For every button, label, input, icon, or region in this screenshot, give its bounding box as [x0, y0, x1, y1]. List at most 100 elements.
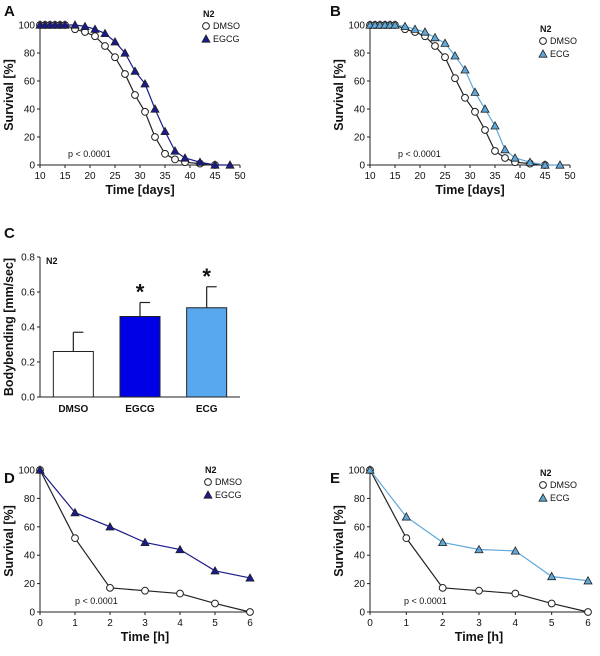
panel-a-series-dmso-line [40, 24, 216, 166]
panel-e-p-value: p < 0.0001 [404, 596, 447, 606]
panel-b-series-ecg-point [440, 38, 450, 47]
panel-c-y-axis-title: Bodybending [mm/sec] [2, 258, 16, 396]
panel-b-series-ecg-point [390, 20, 400, 29]
panel-b-legend-title: N2 [540, 24, 552, 34]
panel-b-x-tick-label: 45 [539, 171, 551, 182]
panel-a-legend-dmso-label: DMSO [213, 21, 240, 31]
panel-e-x-tick-label: 6 [585, 618, 591, 629]
panel-e-series-ecg-point [583, 575, 593, 585]
panel-e-legend-dmso-label: DMSO [550, 480, 577, 490]
panel-a-x-tick-label: 25 [109, 171, 121, 182]
panel-a-x-tick-label: 20 [84, 171, 96, 182]
panel-b-x-tick-label: 30 [464, 171, 476, 182]
panel-e-series-ecg-point [474, 544, 484, 554]
panel-a-series-egcg-point [110, 36, 120, 46]
panel-b-legend-dmso-point [539, 37, 547, 45]
panel-e-series-ecg-point [437, 537, 448, 547]
panel-b-series-ecg-point [510, 153, 520, 162]
panel-d-y-tick-label: 60 [24, 522, 36, 533]
panel-a-series-egcg-point [100, 28, 110, 37]
panel-e-x-tick-label: 4 [513, 618, 519, 629]
panel-b-x-tick-label: 50 [564, 171, 576, 182]
panel-c-y-tick-label: 0.0 [21, 393, 35, 404]
panel-e-y-tick-label: 0 [359, 608, 365, 619]
panel-d-y-axis-title: Survival [%] [2, 505, 16, 577]
panel-c-significance-marker: * [202, 264, 211, 289]
panel-b-series-ecg-point [490, 120, 500, 130]
panel-b-series-dmso-line [370, 24, 546, 166]
panel-d-series-egcg-point [105, 521, 115, 531]
panel-b-series-ecg-point [525, 157, 535, 166]
panel-a-legend-dmso-point [202, 22, 210, 30]
panel-e: E 0 20 40 60 80 100 Survival [%] N2 0 1 2 3 4 5 6 Time [… [330, 465, 593, 644]
panel-d-legend-egcg-point [203, 490, 213, 499]
panel-a-series-egcg-point [60, 20, 70, 29]
panel-b-series-dmso-point [501, 154, 509, 162]
panel-c-bar-egcg [119, 316, 161, 398]
panel-b-p-value: p < 0.0001 [398, 149, 441, 159]
panel-d-legend-title: N2 [205, 465, 217, 475]
panel-e-x-tick-label: 3 [476, 618, 482, 629]
panel-a-y-tick-label: 20 [24, 133, 36, 144]
panel-d: D 0 20 40 60 80 100 Survival [%] N2 0 1 2 3 4 5 6 Time [… [2, 465, 255, 644]
panel-a-series-egcg-point [170, 146, 180, 155]
panel-b-series-ecg-point [430, 32, 440, 42]
panel-e-y-tick-label: 80 [354, 494, 366, 505]
panel-d-x-tick-label: 5 [212, 618, 218, 629]
panel-b-legend-ecg-label: ECG [550, 49, 570, 59]
panel-e-y-tick-label: 40 [354, 551, 366, 562]
panel-b-series-ecg-point [470, 87, 480, 96]
panel-b-series-dmso-point [471, 107, 479, 116]
panel-b-x-tick-label: 15 [389, 171, 401, 182]
panel-b-y-tick-label: 80 [354, 49, 366, 60]
panel-b-y-tick-label: 60 [354, 77, 366, 88]
panel-d-y-tick-label: 80 [24, 494, 36, 505]
panel-c-y-tick-label: 0.8 [21, 253, 35, 264]
panel-e-legend-ecg-label: ECG [550, 493, 570, 503]
panel-a-y-tick-label: 0 [29, 161, 35, 172]
panel-a-series-dmso-point [161, 149, 169, 158]
panel-a-y-tick-label: 100 [18, 21, 35, 32]
panel-e-x-tick-label: 2 [440, 618, 446, 629]
panel-e-series-dmso-point [584, 608, 592, 616]
panel-d-x-tick-label: 6 [247, 618, 253, 629]
panel-a-series-dmso-point [131, 91, 139, 99]
panel-e-series-dmso-point [547, 599, 556, 608]
panel-a-series-dmso-point [121, 70, 129, 78]
panel-a-x-tick-label: 35 [159, 171, 171, 182]
panel-d-y-tick-label: 20 [24, 579, 36, 590]
panel-a-label: A [4, 3, 15, 20]
panel-d-series-egcg-point [140, 537, 150, 547]
panel-b-x-tick-label: 35 [489, 171, 501, 182]
panel-b-x-tick-label: 10 [364, 171, 376, 182]
panel-e-series-ecg-point [546, 571, 557, 581]
panel-e-legend-ecg-point [538, 493, 548, 502]
panel-d-series-dmso-point [246, 608, 254, 616]
panel-b-series-ecg-point [450, 50, 460, 60]
panel-d-series-egcg-point [175, 544, 185, 554]
panel-e-series-dmso-point [438, 583, 447, 592]
panel-a-series-egcg-point [80, 21, 90, 31]
panel-d-series-egcg-point [210, 565, 220, 575]
panel-e-x-tick-label: 0 [367, 618, 373, 629]
panel-b-series-dmso-point [461, 93, 469, 102]
panel-a-x-tick-label: 10 [34, 171, 46, 182]
panel-b-series-ecg-point [460, 64, 470, 74]
panel-a-p-value: p < 0.0001 [68, 149, 111, 159]
panel-c-category-label: EGCG [125, 404, 155, 415]
panel-b-x-tick-label: 25 [439, 171, 451, 182]
panel-d-legend-dmso-label: DMSO [215, 477, 242, 487]
panel-a-series-dmso-point [171, 155, 179, 164]
panel-d-legend-dmso-point [204, 478, 212, 486]
panel-e-series-ecg-point [365, 465, 375, 474]
panel-a-legend-title: N2 [203, 9, 215, 19]
panel-d-series-dmso-point [176, 589, 184, 598]
panel-d-series-dmso-point [106, 583, 114, 592]
panel-d-series-egcg-point [35, 465, 45, 474]
panel-b-series-ecg-point [500, 144, 510, 154]
panel-d-series-dmso-point [71, 534, 79, 543]
panel-d-x-axis-title: Time [h] [121, 630, 169, 644]
panel-e-x-tick-label: 5 [549, 618, 555, 629]
panel-e-y-tick-label: 60 [354, 522, 366, 533]
